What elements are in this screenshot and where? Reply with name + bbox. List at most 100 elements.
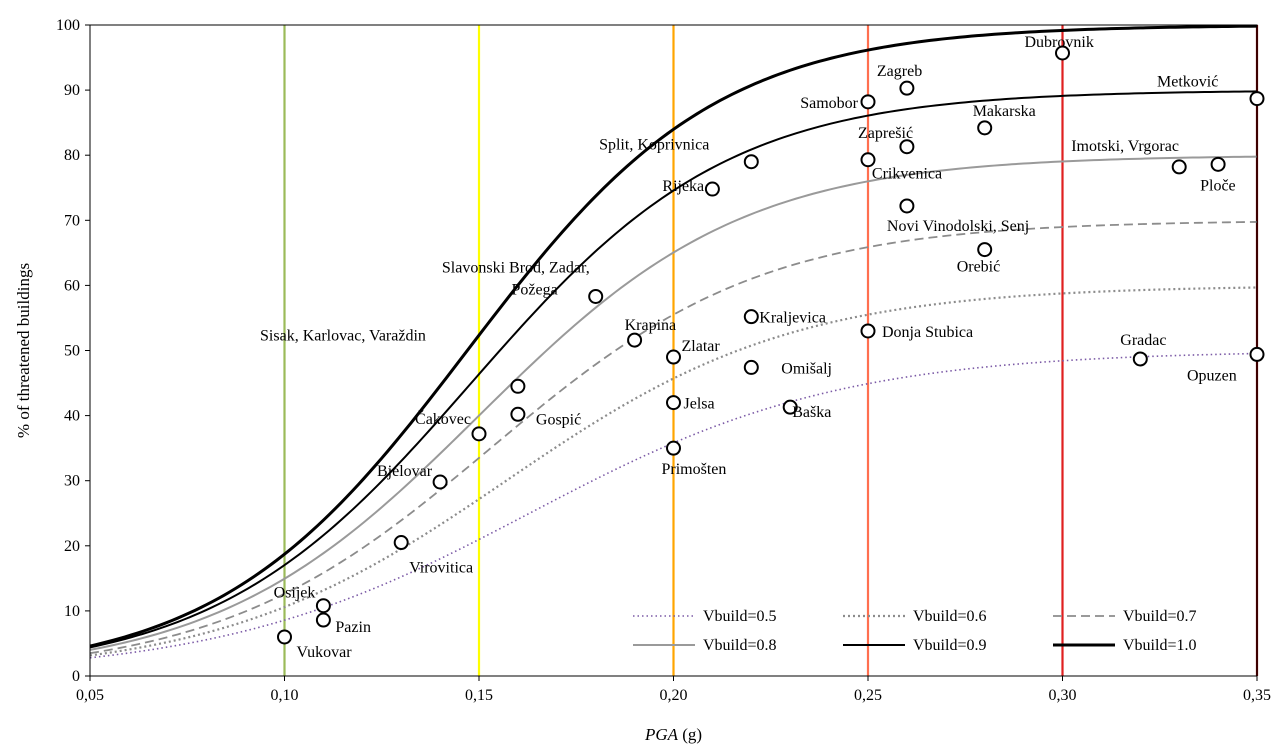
point-label: Pazin: [335, 619, 371, 636]
point-label: Jelsa: [684, 396, 715, 413]
y-tick-label: 90: [64, 82, 80, 99]
axes: 0,05 0,10 0,15 0,20 0,25 0,30 0,35 0 10 20 30 40 50 6…: [14, 17, 1271, 744]
x-tick-label: 0,05: [76, 687, 104, 704]
data-point: [1210, 156, 1226, 172]
point-label: Donja Stubica: [882, 324, 973, 341]
y-tick-label: 0: [72, 668, 80, 685]
x-tick-label: 0,35: [1243, 687, 1271, 704]
data-point: [666, 395, 681, 411]
series-line-5: [89, 24, 1258, 648]
legend: Vbuild=0.5 Vbuild=0.6 Vbuild=0.7 Vbuild=0.8…: [633, 608, 1196, 654]
y-tick-label: 70: [64, 212, 80, 229]
y-tick-label: 80: [64, 147, 80, 164]
series-line-1: [89, 286, 1258, 657]
data-point: [1055, 45, 1070, 61]
x-tick-label: 0,20: [660, 687, 688, 704]
point-label: Vukovar: [297, 644, 353, 661]
point-label: Samobor: [800, 95, 858, 112]
data-point: [471, 426, 487, 442]
point-label: Gradac: [1120, 332, 1166, 349]
point-label: Slavonski Brod, Zadar,: [442, 259, 590, 276]
legend-label: Vbuild=1.0: [1123, 637, 1196, 654]
point-label: Zagreb: [877, 63, 922, 80]
point-label: Orebić: [957, 259, 1001, 276]
y-tick-label: 50: [64, 343, 80, 360]
legend-label: Vbuild=0.5: [703, 608, 776, 625]
data-point: [899, 139, 915, 155]
data-point: [977, 242, 993, 258]
data-point: [743, 154, 759, 170]
data-point: [743, 359, 759, 375]
legend-label: Vbuild=0.8: [703, 637, 776, 654]
vertical-lines: [283, 25, 1259, 676]
point-label: Kraljevica: [759, 310, 826, 327]
data-point: [510, 378, 526, 394]
point-label: Dubrovnik: [1025, 34, 1094, 51]
point-label: Bjelovar: [377, 463, 433, 480]
x-tick-label: 0,10: [271, 687, 299, 704]
point-label: Gospić: [536, 411, 581, 428]
point-label: Sisak, Karlovac, Varaždin: [260, 327, 426, 344]
data-point: [588, 288, 604, 304]
point-label: Požega: [511, 281, 557, 298]
data-point: [977, 120, 993, 136]
data-point: [666, 349, 681, 365]
data-point: [743, 309, 759, 325]
data-point: [432, 474, 448, 490]
data-point: [782, 399, 798, 415]
point-label: Primošten: [662, 461, 727, 478]
point-label: Novi Vinodolski, Senj: [887, 218, 1029, 235]
data-point: [393, 535, 409, 551]
data-point: [860, 152, 876, 168]
point-label: Zlatar: [682, 338, 721, 355]
point-label: Omišalj: [781, 360, 832, 377]
point-label: Makarska: [973, 103, 1036, 120]
point-label: Čakovec: [415, 409, 471, 428]
series-line-2: [89, 221, 1258, 655]
point-label: Krapina: [625, 317, 677, 334]
y-tick-label: 60: [64, 277, 80, 294]
data-point: [704, 181, 720, 197]
point-label: Split, Koprivnica: [599, 137, 709, 154]
data-point: [315, 612, 331, 628]
y-axis-title: % of threatened buildings: [14, 263, 33, 438]
point-label: Metković: [1157, 74, 1218, 91]
y-tick-label: 30: [64, 473, 80, 490]
data-point: [1132, 351, 1148, 367]
point-label: Virovitica: [409, 560, 473, 577]
data-point: [1249, 91, 1265, 107]
y-tick-label: 100: [56, 17, 80, 34]
point-label: Opuzen: [1187, 367, 1237, 384]
data-point: [860, 94, 876, 110]
series-line-3: [89, 155, 1258, 651]
x-tick-label: 0,15: [465, 687, 493, 704]
data-points: Vukovar Osijek Pazin Virovitica Bjelovar Čako…: [260, 34, 1265, 661]
data-point: [277, 629, 292, 645]
point-label: Zaprešić: [858, 125, 913, 142]
data-point: [1171, 159, 1187, 175]
x-axis-title: PGA (g): [644, 725, 702, 744]
point-label: Osijek: [274, 585, 316, 602]
data-point: [899, 80, 915, 96]
data-point: [899, 198, 915, 214]
point-label: Rijeka: [662, 178, 704, 195]
point-label: Ploče: [1200, 177, 1236, 194]
data-point: [666, 440, 681, 456]
legend-label: Vbuild=0.9: [913, 637, 986, 654]
legend-label: Vbuild=0.6: [913, 608, 986, 625]
point-label: Baška: [792, 404, 831, 421]
data-point: [315, 598, 331, 614]
y-tick-label: 40: [64, 408, 80, 425]
x-tick-label: 0,25: [854, 687, 882, 704]
data-point: [510, 406, 526, 422]
x-tick-label: 0,30: [1049, 687, 1077, 704]
data-point: [1249, 346, 1265, 362]
point-label: Crikvenica: [872, 166, 942, 183]
data-point: [627, 332, 643, 348]
data-point: [860, 323, 876, 339]
point-label: Imotski, Vrgorac: [1071, 138, 1179, 155]
legend-label: Vbuild=0.7: [1123, 608, 1196, 625]
series-line-4: [89, 90, 1258, 649]
y-tick-label: 20: [64, 538, 80, 555]
